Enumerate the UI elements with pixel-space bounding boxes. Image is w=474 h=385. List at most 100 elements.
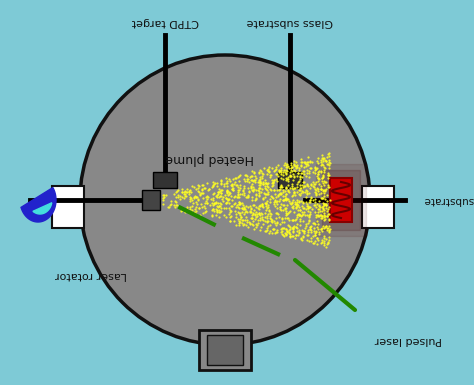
- Point: [280, 219, 288, 225]
- Point: [266, 213, 273, 219]
- Point: [290, 228, 297, 234]
- Point: [293, 184, 301, 190]
- Point: [185, 189, 192, 195]
- Point: [266, 196, 273, 202]
- Point: [223, 178, 231, 184]
- Point: [283, 175, 290, 181]
- Point: [272, 164, 279, 170]
- Point: [258, 169, 266, 176]
- Point: [241, 206, 249, 212]
- Point: [252, 209, 259, 215]
- Point: [323, 192, 330, 198]
- Point: [262, 191, 270, 198]
- Point: [247, 215, 255, 221]
- Point: [203, 193, 210, 199]
- Point: [248, 215, 255, 221]
- Point: [187, 206, 194, 213]
- Point: [213, 192, 220, 198]
- Point: [287, 173, 295, 179]
- Point: [270, 179, 277, 185]
- Point: [247, 183, 255, 189]
- Point: [225, 200, 233, 206]
- Point: [187, 189, 195, 195]
- Point: [289, 224, 297, 230]
- Point: [275, 168, 283, 174]
- Point: [202, 198, 210, 204]
- Point: [324, 225, 332, 231]
- Point: [286, 224, 293, 230]
- Point: [225, 191, 232, 198]
- Point: [324, 239, 331, 245]
- Point: [290, 158, 298, 164]
- Point: [298, 226, 306, 233]
- Point: [271, 168, 278, 174]
- Point: [290, 224, 297, 231]
- Point: [295, 165, 302, 171]
- Point: [326, 216, 333, 222]
- Point: [272, 197, 279, 203]
- Point: [282, 231, 290, 237]
- Point: [244, 194, 251, 200]
- Point: [236, 201, 243, 207]
- Point: [301, 159, 308, 165]
- Point: [271, 198, 278, 204]
- Point: [323, 213, 331, 219]
- Point: [183, 206, 191, 212]
- Point: [252, 212, 259, 218]
- Bar: [52, 186, 84, 228]
- Point: [295, 199, 303, 205]
- Point: [300, 230, 308, 236]
- Point: [314, 218, 321, 224]
- Point: [183, 186, 191, 192]
- Point: [317, 186, 325, 192]
- Point: [314, 226, 322, 233]
- Point: [201, 185, 209, 191]
- Point: [261, 185, 268, 191]
- Point: [311, 196, 319, 202]
- Point: [231, 175, 238, 181]
- Point: [246, 203, 254, 209]
- Point: [256, 217, 264, 223]
- Point: [320, 238, 328, 244]
- Point: [236, 216, 244, 222]
- Point: [306, 199, 313, 205]
- Point: [301, 183, 309, 189]
- Point: [294, 170, 301, 176]
- Point: [267, 218, 275, 224]
- Point: [210, 189, 218, 196]
- Point: [289, 203, 296, 209]
- Point: [238, 217, 246, 223]
- Point: [186, 194, 194, 200]
- Point: [288, 200, 295, 206]
- Point: [234, 187, 242, 193]
- Point: [313, 157, 320, 164]
- Point: [209, 182, 217, 189]
- Point: [283, 202, 291, 208]
- Point: [277, 184, 285, 190]
- Point: [178, 189, 185, 196]
- Point: [277, 175, 285, 181]
- Point: [194, 182, 202, 189]
- Point: [314, 221, 322, 227]
- Point: [173, 202, 181, 208]
- Point: [303, 182, 311, 189]
- Point: [223, 196, 230, 202]
- Point: [215, 194, 223, 200]
- Point: [165, 204, 173, 211]
- Point: [273, 198, 281, 204]
- Point: [269, 226, 277, 232]
- Point: [200, 203, 207, 209]
- Point: [236, 200, 244, 206]
- Point: [160, 192, 168, 198]
- Point: [224, 199, 231, 205]
- Point: [305, 220, 312, 226]
- Point: [188, 203, 196, 209]
- Point: [243, 194, 250, 200]
- Point: [203, 196, 210, 202]
- Point: [195, 205, 203, 211]
- Point: [217, 177, 225, 183]
- Point: [197, 189, 204, 196]
- Point: [234, 191, 242, 198]
- Point: [263, 187, 271, 193]
- Point: [320, 187, 328, 193]
